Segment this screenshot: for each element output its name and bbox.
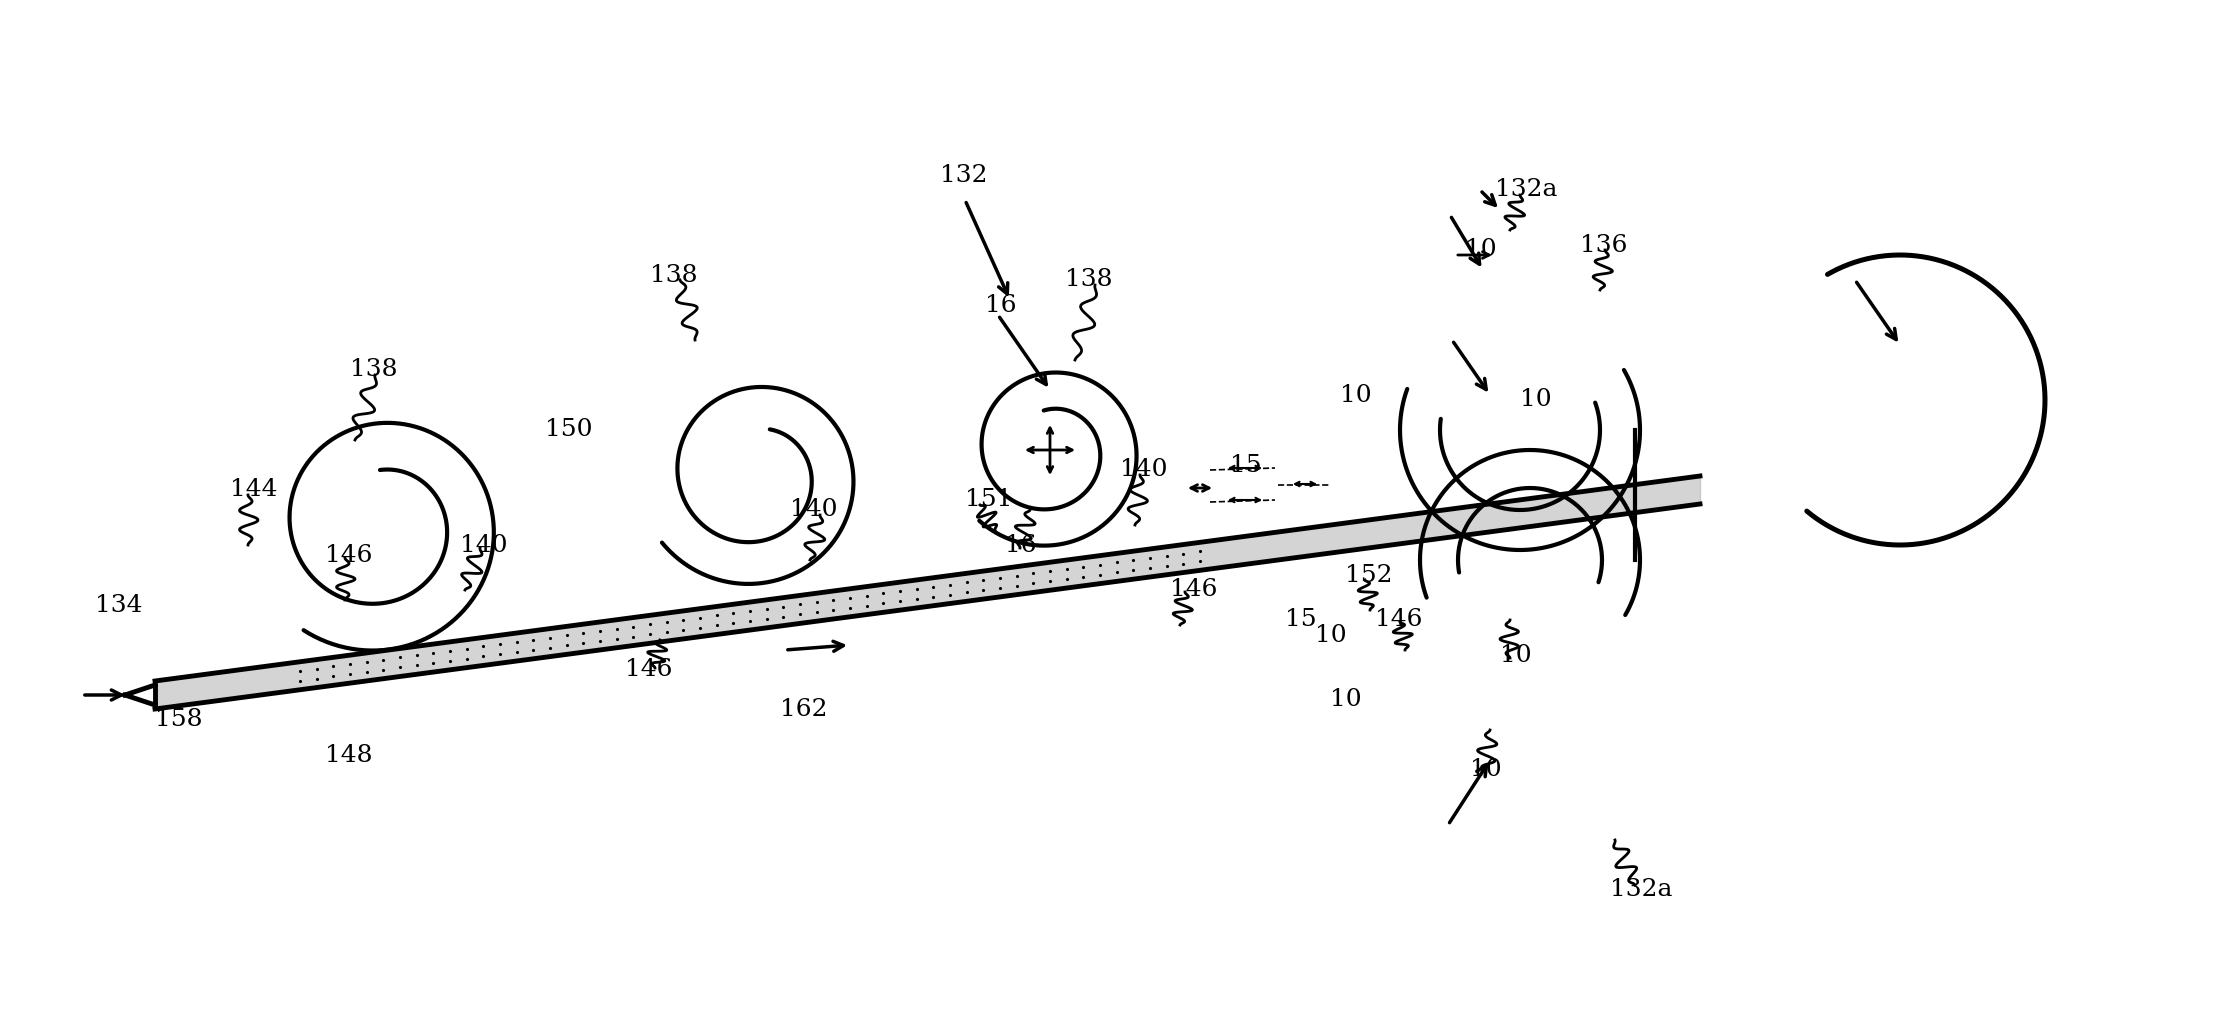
Text: 146: 146 <box>325 543 372 566</box>
Text: 144: 144 <box>229 479 278 501</box>
Text: 150: 150 <box>545 419 592 441</box>
Text: 10: 10 <box>1339 383 1371 407</box>
Text: 138: 138 <box>349 359 398 381</box>
Text: 10: 10 <box>1331 689 1362 712</box>
Text: 132a: 132a <box>1495 179 1557 201</box>
Text: 146: 146 <box>1375 608 1422 632</box>
Text: 132: 132 <box>939 164 988 186</box>
Text: 16: 16 <box>986 294 1017 316</box>
Text: 140: 140 <box>1119 459 1168 481</box>
Text: 146: 146 <box>625 658 672 681</box>
Text: 140: 140 <box>790 498 837 522</box>
Text: 151: 151 <box>966 488 1012 512</box>
Text: 140: 140 <box>461 534 507 556</box>
Text: 16: 16 <box>1006 534 1037 556</box>
Text: 132a: 132a <box>1611 879 1673 901</box>
Text: 15: 15 <box>1230 454 1262 477</box>
Text: 10: 10 <box>1471 759 1502 781</box>
Text: 138: 138 <box>1066 268 1112 292</box>
Text: 15: 15 <box>1286 608 1317 632</box>
Text: 138: 138 <box>650 263 696 287</box>
Text: 152: 152 <box>1344 563 1393 587</box>
Text: 10: 10 <box>1315 623 1346 647</box>
Text: 10: 10 <box>1500 644 1531 666</box>
Text: 10: 10 <box>1520 388 1551 412</box>
Text: 134: 134 <box>96 594 142 616</box>
Text: 158: 158 <box>156 709 202 731</box>
Text: 162: 162 <box>781 699 828 721</box>
Text: 10: 10 <box>1464 239 1497 261</box>
Text: 136: 136 <box>1580 234 1626 256</box>
Text: 148: 148 <box>325 743 372 767</box>
Text: 146: 146 <box>1170 579 1217 601</box>
